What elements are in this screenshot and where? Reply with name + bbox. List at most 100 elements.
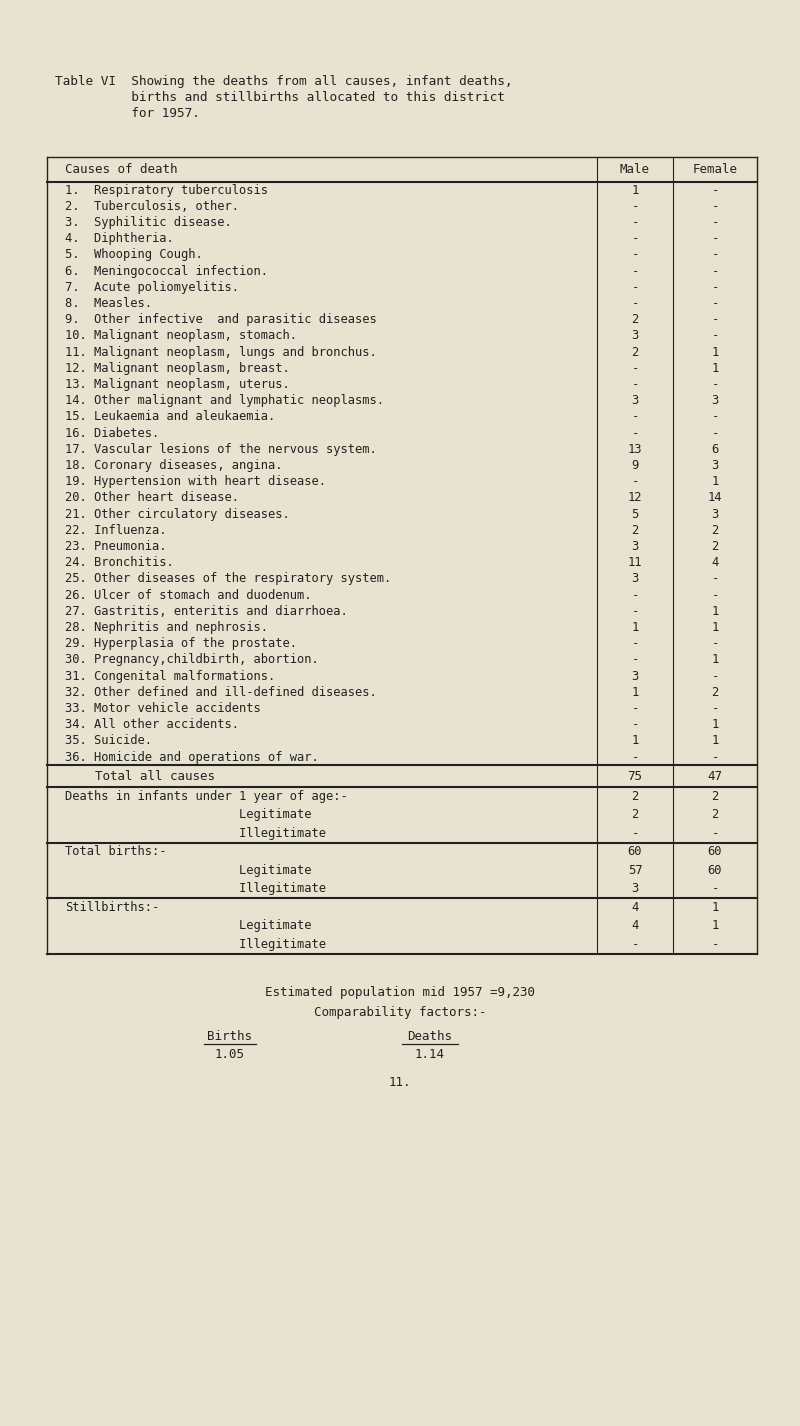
Text: -: -	[631, 938, 638, 951]
Text: 23. Pneumonia.: 23. Pneumonia.	[65, 540, 166, 553]
Text: 11. Malignant neoplasm, lungs and bronchus.: 11. Malignant neoplasm, lungs and bronch…	[65, 345, 377, 358]
Text: Illegitimate: Illegitimate	[65, 883, 326, 896]
Text: -: -	[631, 653, 638, 666]
Text: 2: 2	[631, 345, 638, 358]
Text: 17. Vascular lesions of the nervous system.: 17. Vascular lesions of the nervous syst…	[65, 443, 377, 456]
Text: -: -	[711, 883, 718, 896]
Text: 18. Coronary diseases, angina.: 18. Coronary diseases, angina.	[65, 459, 282, 472]
Text: -: -	[631, 215, 638, 230]
Text: -: -	[711, 232, 718, 245]
Text: 8.  Measles.: 8. Measles.	[65, 297, 152, 309]
Text: 34. All other accidents.: 34. All other accidents.	[65, 719, 239, 732]
Text: 9: 9	[631, 459, 638, 472]
Text: Total all causes: Total all causes	[65, 770, 215, 783]
Text: -: -	[711, 426, 718, 439]
Text: 21. Other circulatory diseases.: 21. Other circulatory diseases.	[65, 508, 290, 520]
Text: 3: 3	[711, 394, 718, 408]
Text: 2: 2	[631, 314, 638, 327]
Text: -: -	[631, 605, 638, 617]
Text: 1: 1	[711, 475, 718, 488]
Text: 1.  Respiratory tuberculosis: 1. Respiratory tuberculosis	[65, 184, 268, 197]
Text: -: -	[631, 265, 638, 278]
Text: for 1957.: for 1957.	[55, 107, 200, 120]
Text: -: -	[631, 248, 638, 261]
Text: -: -	[711, 938, 718, 951]
Text: 1.14: 1.14	[415, 1048, 445, 1061]
Text: 1: 1	[711, 901, 718, 914]
Text: Deaths in infants under 1 year of age:-: Deaths in infants under 1 year of age:-	[65, 790, 348, 803]
Text: -: -	[631, 411, 638, 424]
Text: 19. Hypertension with heart disease.: 19. Hypertension with heart disease.	[65, 475, 326, 488]
Text: Legitimate: Legitimate	[65, 920, 311, 933]
Text: -: -	[711, 215, 718, 230]
Text: 3: 3	[631, 670, 638, 683]
Text: Stillbirths:-: Stillbirths:-	[65, 901, 159, 914]
Text: 3: 3	[711, 459, 718, 472]
Text: 1: 1	[631, 686, 638, 699]
Text: 3: 3	[711, 508, 718, 520]
Text: 3: 3	[631, 572, 638, 586]
Text: 29. Hyperplasia of the prostate.: 29. Hyperplasia of the prostate.	[65, 637, 297, 650]
Text: 60: 60	[708, 846, 722, 858]
Text: 6: 6	[711, 443, 718, 456]
Text: 1: 1	[631, 184, 638, 197]
Text: Female: Female	[693, 163, 738, 175]
Text: -: -	[711, 750, 718, 763]
Text: 4: 4	[631, 920, 638, 933]
Text: 1: 1	[711, 920, 718, 933]
Text: 33. Motor vehicle accidents: 33. Motor vehicle accidents	[65, 702, 261, 714]
Text: -: -	[631, 719, 638, 732]
Text: 20. Other heart disease.: 20. Other heart disease.	[65, 492, 239, 505]
Text: -: -	[631, 750, 638, 763]
Text: Total births:-: Total births:-	[65, 846, 166, 858]
Text: Comparability factors:-: Comparability factors:-	[314, 1005, 486, 1018]
Text: 1: 1	[711, 719, 718, 732]
Text: 2: 2	[711, 540, 718, 553]
Text: 6.  Meningococcal infection.: 6. Meningococcal infection.	[65, 265, 268, 278]
Text: -: -	[631, 475, 638, 488]
Text: Legitimate: Legitimate	[65, 864, 311, 877]
Text: 4.  Diphtheria.: 4. Diphtheria.	[65, 232, 174, 245]
Text: 14. Other malignant and lymphatic neoplasms.: 14. Other malignant and lymphatic neopla…	[65, 394, 384, 408]
Text: Births: Births	[207, 1030, 253, 1042]
Text: -: -	[711, 378, 718, 391]
Text: 57: 57	[628, 864, 642, 877]
Text: 32. Other defined and ill-defined diseases.: 32. Other defined and ill-defined diseas…	[65, 686, 377, 699]
Text: Estimated population mid 1957 =9,230: Estimated population mid 1957 =9,230	[265, 985, 535, 998]
Text: 26. Ulcer of stomach and duodenum.: 26. Ulcer of stomach and duodenum.	[65, 589, 311, 602]
Text: -: -	[711, 589, 718, 602]
Text: -: -	[631, 281, 638, 294]
Text: 1: 1	[711, 653, 718, 666]
Text: -: -	[631, 232, 638, 245]
Text: 60: 60	[708, 864, 722, 877]
Text: -: -	[711, 248, 718, 261]
Text: 30. Pregnancy,childbirth, abortion.: 30. Pregnancy,childbirth, abortion.	[65, 653, 318, 666]
Text: 13: 13	[628, 443, 642, 456]
Text: -: -	[631, 200, 638, 212]
Text: Table VI  Showing the deaths from all causes, infant deaths,: Table VI Showing the deaths from all cau…	[55, 76, 513, 88]
Text: Causes of death: Causes of death	[65, 163, 178, 175]
Text: 3: 3	[631, 394, 638, 408]
Text: 10. Malignant neoplasm, stomach.: 10. Malignant neoplasm, stomach.	[65, 329, 297, 342]
Text: 2: 2	[631, 809, 638, 821]
Text: -: -	[711, 702, 718, 714]
Text: -: -	[711, 314, 718, 327]
Text: -: -	[711, 637, 718, 650]
Text: 16. Diabetes.: 16. Diabetes.	[65, 426, 159, 439]
Text: -: -	[631, 637, 638, 650]
Text: Deaths: Deaths	[407, 1030, 453, 1042]
Text: 1.05: 1.05	[215, 1048, 245, 1061]
Text: 3: 3	[631, 883, 638, 896]
Text: -: -	[631, 297, 638, 309]
Text: 13. Malignant neoplasm, uterus.: 13. Malignant neoplasm, uterus.	[65, 378, 290, 391]
Text: -: -	[711, 297, 718, 309]
Text: 15. Leukaemia and aleukaemia.: 15. Leukaemia and aleukaemia.	[65, 411, 275, 424]
Text: -: -	[631, 378, 638, 391]
Text: -: -	[711, 411, 718, 424]
Text: -: -	[711, 200, 718, 212]
Text: 11: 11	[628, 556, 642, 569]
Text: Illegitimate: Illegitimate	[65, 827, 326, 840]
Text: 3: 3	[631, 329, 638, 342]
Text: 2: 2	[631, 523, 638, 536]
Text: 27. Gastritis, enteritis and diarrhoea.: 27. Gastritis, enteritis and diarrhoea.	[65, 605, 348, 617]
